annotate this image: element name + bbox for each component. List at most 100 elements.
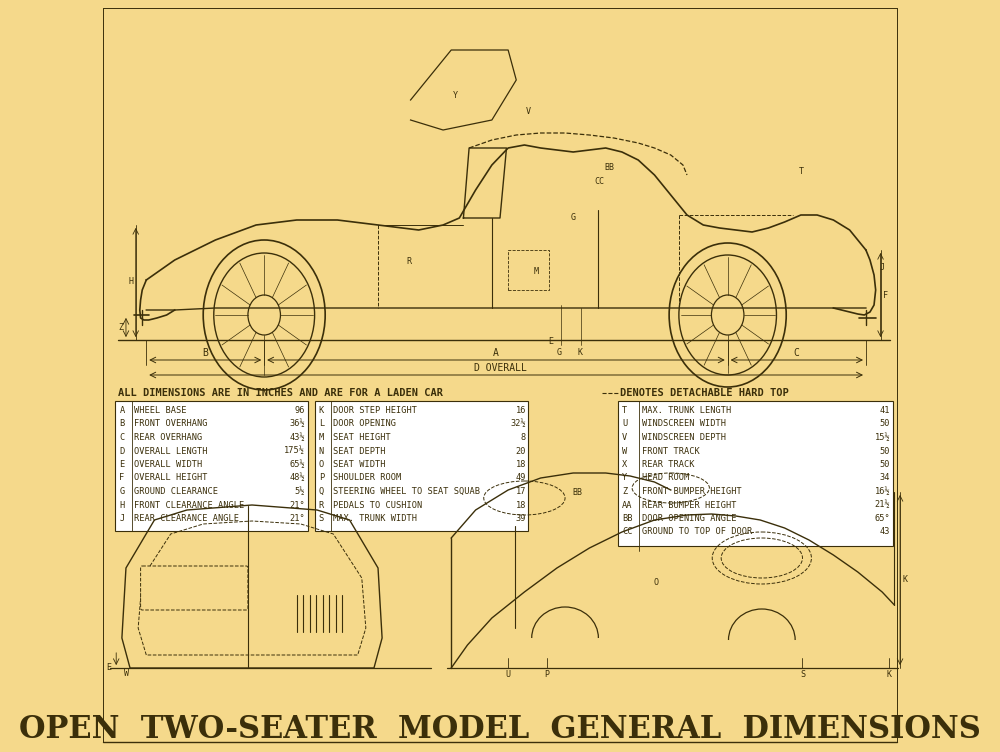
Text: G: G <box>557 348 562 357</box>
Text: O: O <box>319 460 324 469</box>
Text: E: E <box>106 663 111 672</box>
Text: OVERALL LENGTH: OVERALL LENGTH <box>134 447 208 456</box>
Text: J: J <box>880 263 885 272</box>
Text: SEAT DEPTH: SEAT DEPTH <box>333 447 386 456</box>
Text: P: P <box>545 670 550 679</box>
Text: Y: Y <box>453 90 458 99</box>
Text: SHOULDER ROOM: SHOULDER ROOM <box>333 474 402 483</box>
Text: G: G <box>571 214 576 223</box>
Text: CC: CC <box>622 527 632 536</box>
Text: MAX. TRUNK LENGTH: MAX. TRUNK LENGTH <box>642 406 732 415</box>
Text: S: S <box>800 670 805 679</box>
Text: 48½: 48½ <box>289 474 305 483</box>
Text: CC: CC <box>594 177 604 186</box>
Text: A: A <box>119 406 125 415</box>
Text: DENOTES DETACHABLE HARD TOP: DENOTES DETACHABLE HARD TOP <box>620 388 789 398</box>
Text: 50: 50 <box>880 420 890 429</box>
Text: 96: 96 <box>294 406 305 415</box>
Text: 32½: 32½ <box>510 420 526 429</box>
Text: WHEEL BASE: WHEEL BASE <box>134 406 187 415</box>
Text: S: S <box>319 514 324 523</box>
Text: 20: 20 <box>516 447 526 456</box>
Text: C: C <box>119 433 125 442</box>
Text: L: L <box>319 420 324 429</box>
Text: 21½: 21½ <box>875 501 890 510</box>
Text: J: J <box>119 514 125 523</box>
Text: 175½: 175½ <box>284 447 305 456</box>
Text: 39: 39 <box>516 514 526 523</box>
FancyBboxPatch shape <box>618 401 893 546</box>
Text: M: M <box>534 268 539 277</box>
Text: SEAT HEIGHT: SEAT HEIGHT <box>333 433 391 442</box>
Text: K: K <box>902 575 907 584</box>
Text: AA: AA <box>622 501 632 510</box>
Text: K: K <box>319 406 324 415</box>
Text: 21°: 21° <box>289 501 305 510</box>
Text: 16½: 16½ <box>875 487 890 496</box>
Text: 16: 16 <box>516 406 526 415</box>
Text: R: R <box>319 501 324 510</box>
Text: SEAT WIDTH: SEAT WIDTH <box>333 460 386 469</box>
Text: BB: BB <box>605 163 615 172</box>
Text: V: V <box>622 433 627 442</box>
Text: REAR TRACK: REAR TRACK <box>642 460 695 469</box>
Text: V: V <box>526 108 531 117</box>
Text: 18: 18 <box>516 460 526 469</box>
Text: DOOR OPENING ANGLE: DOOR OPENING ANGLE <box>642 514 737 523</box>
Text: E: E <box>549 338 554 347</box>
Text: BB: BB <box>622 514 632 523</box>
Text: D: D <box>119 447 125 456</box>
Text: W: W <box>124 669 129 678</box>
Text: K: K <box>886 670 891 679</box>
Text: 65½: 65½ <box>289 460 305 469</box>
Text: H: H <box>128 277 133 287</box>
Text: E: E <box>119 460 125 469</box>
Text: 43½: 43½ <box>289 433 305 442</box>
FancyBboxPatch shape <box>115 401 308 531</box>
Text: FRONT TRACK: FRONT TRACK <box>642 447 700 456</box>
Text: O: O <box>654 578 659 587</box>
Text: 50: 50 <box>880 447 890 456</box>
Text: B: B <box>202 348 208 358</box>
Text: P: P <box>319 474 324 483</box>
Text: HEAD ROOM: HEAD ROOM <box>642 474 690 483</box>
Text: U: U <box>506 670 511 679</box>
Text: Z: Z <box>622 487 627 496</box>
Text: W: W <box>622 447 627 456</box>
Text: BB: BB <box>572 488 582 497</box>
Text: FRONT BUMPER HEIGHT: FRONT BUMPER HEIGHT <box>642 487 742 496</box>
Text: F: F <box>883 290 888 299</box>
Text: X: X <box>622 460 627 469</box>
Text: Z: Z <box>119 323 124 332</box>
Text: FRONT CLEARANCE ANGLE: FRONT CLEARANCE ANGLE <box>134 501 244 510</box>
Text: FRONT OVERHANG: FRONT OVERHANG <box>134 420 208 429</box>
Text: DOOR STEP HEIGHT: DOOR STEP HEIGHT <box>333 406 417 415</box>
Text: OVERALL WIDTH: OVERALL WIDTH <box>134 460 202 469</box>
Text: REAR OVERHANG: REAR OVERHANG <box>134 433 202 442</box>
Text: D OVERALL: D OVERALL <box>474 363 526 373</box>
Text: 34: 34 <box>880 474 890 483</box>
Text: REAR CLEARANCE ANGLE: REAR CLEARANCE ANGLE <box>134 514 239 523</box>
Text: 21°: 21° <box>289 514 305 523</box>
Text: Y: Y <box>622 474 627 483</box>
Text: N: N <box>319 447 324 456</box>
Text: M: M <box>319 433 324 442</box>
Text: 15½: 15½ <box>875 433 890 442</box>
Text: R: R <box>406 257 411 266</box>
Text: T: T <box>798 168 803 177</box>
Text: 49: 49 <box>516 474 526 483</box>
Text: OVERALL HEIGHT: OVERALL HEIGHT <box>134 474 208 483</box>
Text: Q: Q <box>319 487 324 496</box>
Text: GROUND CLEARANCE: GROUND CLEARANCE <box>134 487 218 496</box>
Text: 36½: 36½ <box>289 420 305 429</box>
Text: T: T <box>622 406 627 415</box>
Text: REAR BUMPER HEIGHT: REAR BUMPER HEIGHT <box>642 501 737 510</box>
Text: 17: 17 <box>516 487 526 496</box>
Text: C: C <box>794 348 800 358</box>
Text: F: F <box>119 474 125 483</box>
Text: DOOR OPENING: DOOR OPENING <box>333 420 396 429</box>
Text: 65°: 65° <box>875 514 890 523</box>
FancyBboxPatch shape <box>141 566 248 610</box>
Text: 50: 50 <box>880 460 890 469</box>
Text: G: G <box>119 487 125 496</box>
